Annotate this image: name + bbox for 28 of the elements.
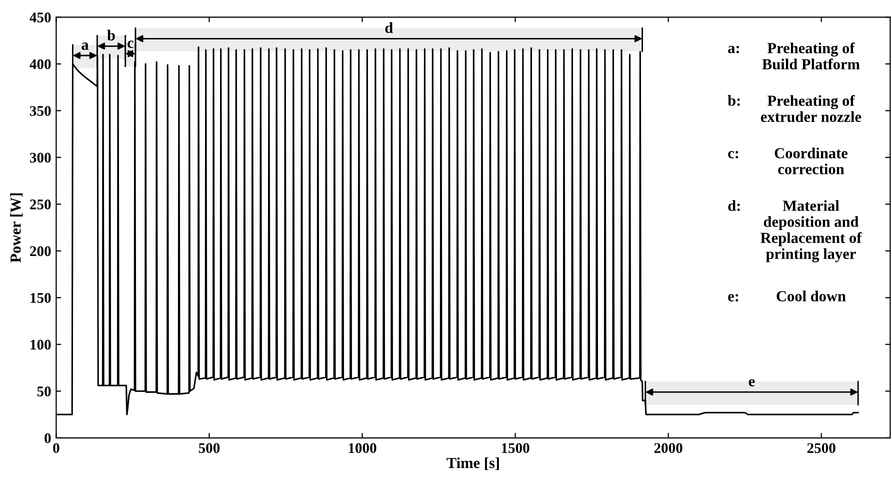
x-tick-label: 1500 [502,443,530,454]
text: c: Coordinate correction [728,148,848,174]
y-tick-label: 400 [30,59,51,70]
band-label: d [385,22,393,34]
band-label: c [128,40,134,48]
y-tick-label: 250 [30,200,51,210]
y-axis-title: Power [W] [10,193,23,263]
x-tick-label: 0 [53,443,60,454]
x-tick-label: 1000 [348,443,376,454]
band-label: b [107,30,115,41]
y-tick-label: 200 [30,246,51,256]
text: a: Preheating of Build Platform [728,42,860,70]
y-tick-label: 0 [44,433,51,444]
text: e: Cool down [728,290,846,302]
y-tick-label: 300 [30,152,51,163]
y-tick-label: 150 [30,293,51,303]
x-tick-label: 2500 [807,443,836,454]
text: d: Material deposition and Replacement of printing layer [728,200,862,262]
x-tick-label: 2000 [654,443,682,454]
y-tick-label: 100 [30,340,51,350]
x-axis-title: Time [s] [446,457,499,470]
band-label: a [82,42,89,50]
y-tick-label: 350 [30,106,51,116]
y-tick-label: 450 [30,12,51,22]
x-tick-label: 500 [198,443,220,454]
y-tick-label: 50 [37,386,51,396]
band-label: e [748,379,755,386]
text: b: Preheating of extruder nozzle [728,95,862,122]
